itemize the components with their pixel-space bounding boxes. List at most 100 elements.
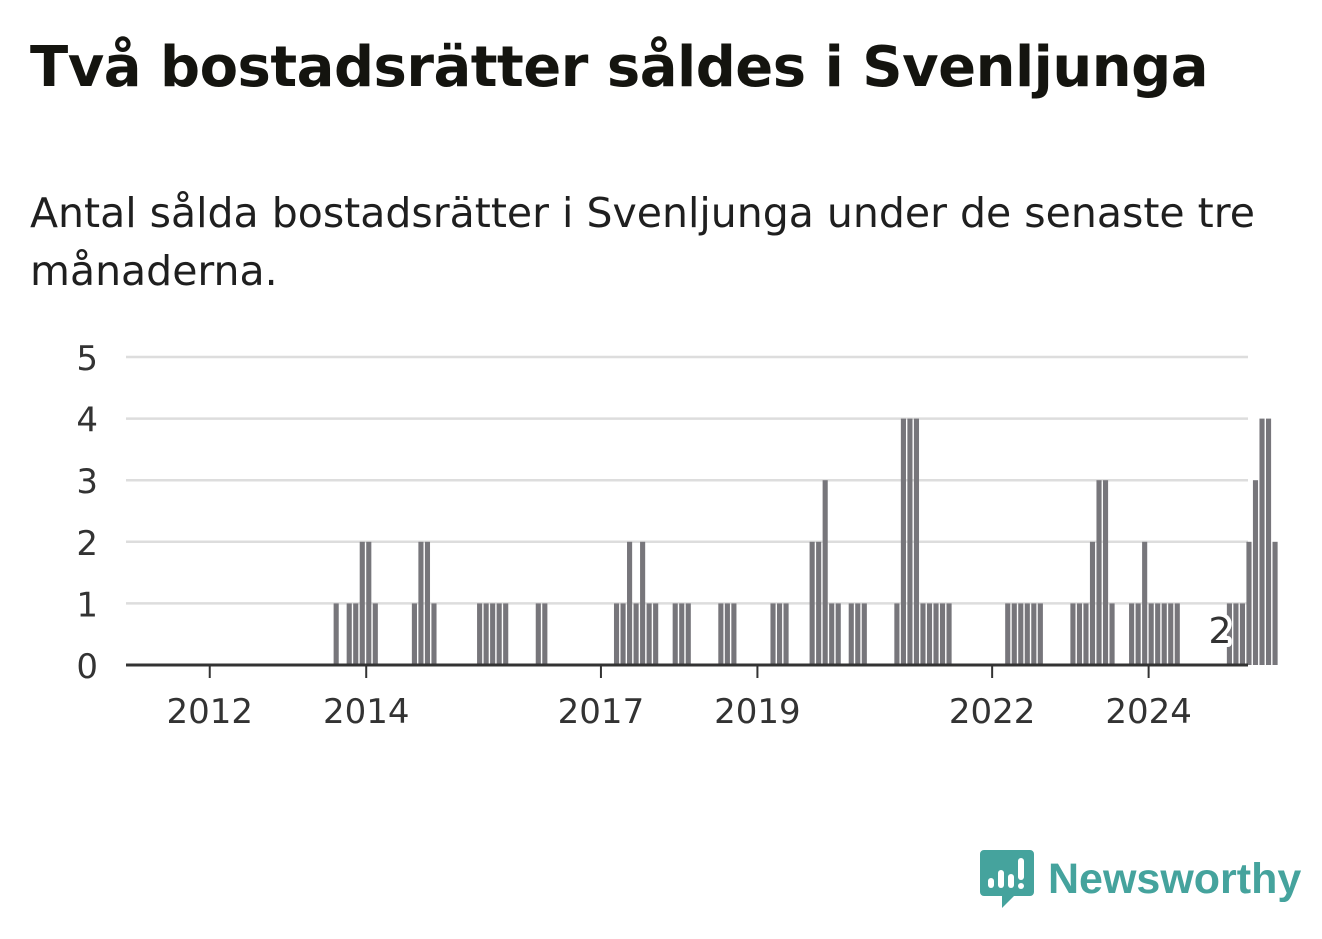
bar (627, 541, 633, 665)
bar (366, 541, 372, 665)
bar (640, 541, 646, 665)
bar (346, 603, 352, 665)
bar (411, 603, 417, 665)
bar (424, 541, 431, 665)
bar (1142, 541, 1148, 665)
y-tick-label: 5 (76, 339, 98, 379)
bar (496, 603, 502, 665)
bar (1129, 603, 1135, 665)
bar (848, 603, 854, 665)
bar (359, 541, 365, 665)
bar (477, 603, 483, 665)
bar (1089, 541, 1096, 665)
bar (1102, 480, 1109, 665)
bar (920, 603, 926, 665)
bar (633, 603, 639, 665)
bar (894, 603, 900, 665)
bar (535, 603, 541, 665)
bar (939, 603, 946, 665)
bar (1109, 603, 1115, 665)
x-tick-label: 2019 (714, 692, 801, 732)
bar (1252, 480, 1259, 665)
bar (776, 603, 783, 665)
bar (1155, 603, 1161, 665)
bar (1005, 603, 1011, 665)
x-tick-label: 2022 (949, 692, 1036, 732)
bar (431, 603, 437, 665)
chart-subtitle: Antal sålda bostadsrätter i Svenljunga u… (30, 189, 1255, 295)
bar (353, 603, 359, 665)
bar (1083, 603, 1089, 665)
x-axis: 2012 2014 2017 2019 2022 2024 (126, 663, 1248, 732)
bar (483, 603, 489, 665)
bar (731, 603, 737, 665)
bar (724, 603, 730, 665)
chart-title: Två bostadsrätter såldes i Svenljunga (30, 35, 1208, 100)
bar (1174, 603, 1180, 665)
bar (900, 418, 906, 665)
bar (907, 418, 913, 665)
bar (1265, 418, 1272, 665)
bar (718, 603, 724, 665)
bar (1233, 603, 1239, 665)
y-tick-label: 3 (76, 462, 98, 502)
bar (1031, 603, 1037, 665)
bar (913, 418, 920, 665)
bar (1272, 541, 1278, 665)
bar (1161, 603, 1167, 665)
bar (542, 603, 548, 665)
y-tick-label: 1 (76, 585, 98, 625)
bar (620, 603, 626, 665)
bar (1024, 603, 1030, 665)
bar (1037, 603, 1043, 665)
bar (1011, 603, 1017, 665)
y-tick-label: 4 (76, 401, 98, 441)
bar (646, 603, 652, 665)
bar (503, 603, 509, 665)
bar (1096, 480, 1102, 665)
newsworthy-logo-icon (980, 850, 1034, 908)
gridlines (126, 355, 1248, 605)
bar (861, 603, 867, 665)
bar (809, 541, 815, 665)
bar (946, 603, 952, 665)
bar (685, 603, 691, 665)
x-tick-label: 2017 (558, 692, 645, 732)
bar (1148, 603, 1154, 665)
bar (372, 603, 378, 665)
bar (653, 603, 659, 665)
bar (1226, 603, 1232, 665)
bar (1246, 541, 1252, 665)
x-tick-label: 2014 (323, 692, 410, 732)
bar (1018, 603, 1024, 665)
bar (672, 603, 678, 665)
bar (926, 603, 933, 665)
bar (613, 603, 620, 665)
bar (1239, 603, 1246, 665)
bar (1076, 603, 1083, 665)
bar (490, 603, 496, 665)
bar (1259, 418, 1265, 665)
bar (1135, 603, 1141, 665)
bar-chart: 0 1 2 3 4 5 2012 2014 2017 2019 2022 2024 2 (76, 339, 1278, 732)
y-tick-label: 2 (76, 524, 98, 564)
bar (822, 480, 828, 665)
bar (829, 603, 835, 665)
bar (783, 603, 789, 665)
highlight-annotation: 2 (1204, 607, 1235, 656)
bar (933, 603, 939, 665)
y-tick-label: 0 (76, 647, 98, 687)
brand-name: Newsworthy (1048, 854, 1302, 903)
bar (333, 603, 339, 665)
bars (333, 418, 1278, 665)
bar (816, 541, 822, 665)
bar (418, 541, 424, 665)
newsworthy-logo: Newsworthy (980, 848, 1301, 910)
highlight-value-label: 2 (1208, 611, 1231, 652)
x-tick-label: 2024 (1105, 692, 1192, 732)
bar (1070, 603, 1076, 665)
bar (679, 603, 685, 665)
x-tick-label: 2012 (166, 692, 253, 732)
bar (1168, 603, 1174, 665)
y-axis-ticks: 0 1 2 3 4 5 (76, 339, 98, 687)
